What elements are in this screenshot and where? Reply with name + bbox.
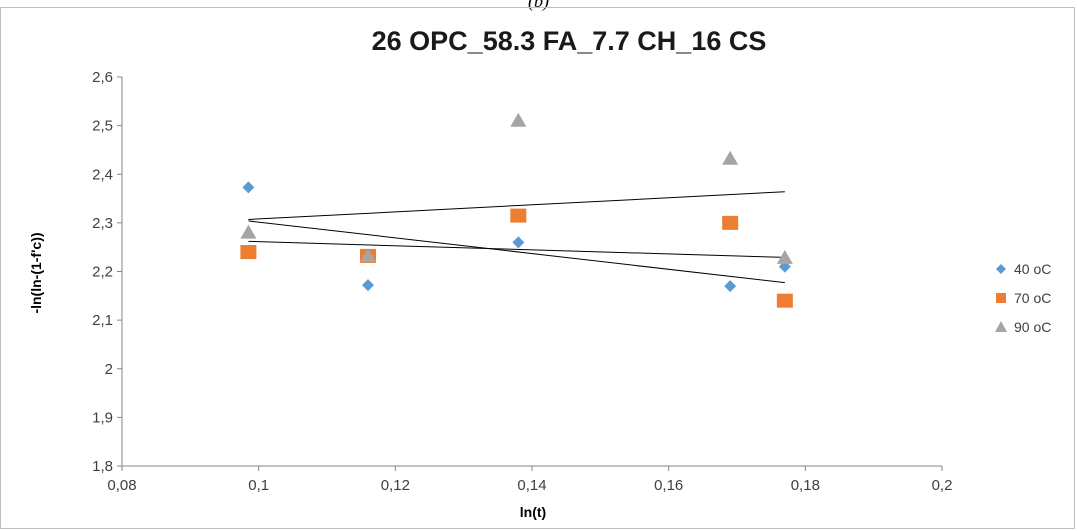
x-tick-label: 0,12 — [381, 477, 410, 494]
y-tick-label: 2,5 — [92, 118, 113, 135]
y-tick-label: 2,3 — [92, 215, 113, 232]
y-tick-labels: 1,8 1,9 2 2,1 2,2 2,3 2,4 2,5 2,6 — [92, 69, 113, 475]
data-point — [362, 279, 374, 292]
data-point — [722, 150, 739, 165]
x-tick-label: 0,14 — [517, 477, 546, 494]
legend-label: 70 oC — [1014, 290, 1051, 306]
data-point — [510, 208, 527, 223]
x-tick-label: 0,18 — [791, 477, 820, 494]
data-point — [510, 112, 527, 127]
scatter-chart: 26 OPC_58.3 FA_7.7 CH_16 CS 0,08 0,1 0,12 0… — [28, 26, 1051, 520]
legend: 40 oC 70 oC 90 oC — [995, 261, 1051, 335]
data-point — [242, 181, 255, 194]
y-tick-label: 1,8 — [92, 458, 113, 475]
y-tick-label: 2,2 — [92, 264, 113, 281]
y-tick-label: 2,1 — [92, 312, 113, 329]
legend-marker — [996, 293, 1006, 303]
chart-title: 26 OPC_58.3 FA_7.7 CH_16 CS — [372, 26, 767, 56]
data-point — [776, 249, 793, 264]
y-axis-label: -ln(ln-(1-f'c)) — [28, 232, 44, 313]
x-tick-labels: 0,08 0,1 0,12 0,14 0,16 0,18 0,2 — [107, 477, 952, 494]
axes — [117, 76, 943, 471]
data-point — [240, 245, 257, 260]
data-point — [776, 293, 793, 308]
trendline — [248, 220, 785, 284]
data-point — [724, 280, 737, 293]
chart-frame: 26 OPC_58.3 FA_7.7 CH_16 CS 0,08 0,1 0,12 0… — [0, 7, 1075, 529]
x-axis-label: ln(t) — [520, 504, 546, 520]
data-points — [240, 112, 793, 308]
trendline — [248, 240, 785, 258]
figure-caption: (b) — [528, 0, 549, 11]
y-tick-label: 2,6 — [92, 69, 113, 86]
y-tick-label: 2 — [105, 361, 113, 378]
trendline — [248, 191, 785, 220]
x-tick-label: 0,08 — [107, 477, 136, 494]
y-tick-label: 2,4 — [92, 166, 113, 183]
data-point — [722, 215, 739, 230]
data-point — [512, 236, 525, 249]
legend-marker — [995, 321, 1007, 332]
x-tick-label: 0,1 — [248, 477, 269, 494]
x-tick-label: 0,2 — [932, 477, 953, 494]
legend-label: 90 oC — [1014, 319, 1051, 335]
data-point — [360, 247, 376, 262]
trendlines — [248, 191, 785, 284]
legend-marker — [996, 264, 1006, 274]
legend-label: 40 oC — [1014, 261, 1051, 277]
data-point — [240, 224, 257, 239]
y-tick-label: 1,9 — [92, 409, 113, 426]
x-tick-label: 0,16 — [654, 477, 683, 494]
